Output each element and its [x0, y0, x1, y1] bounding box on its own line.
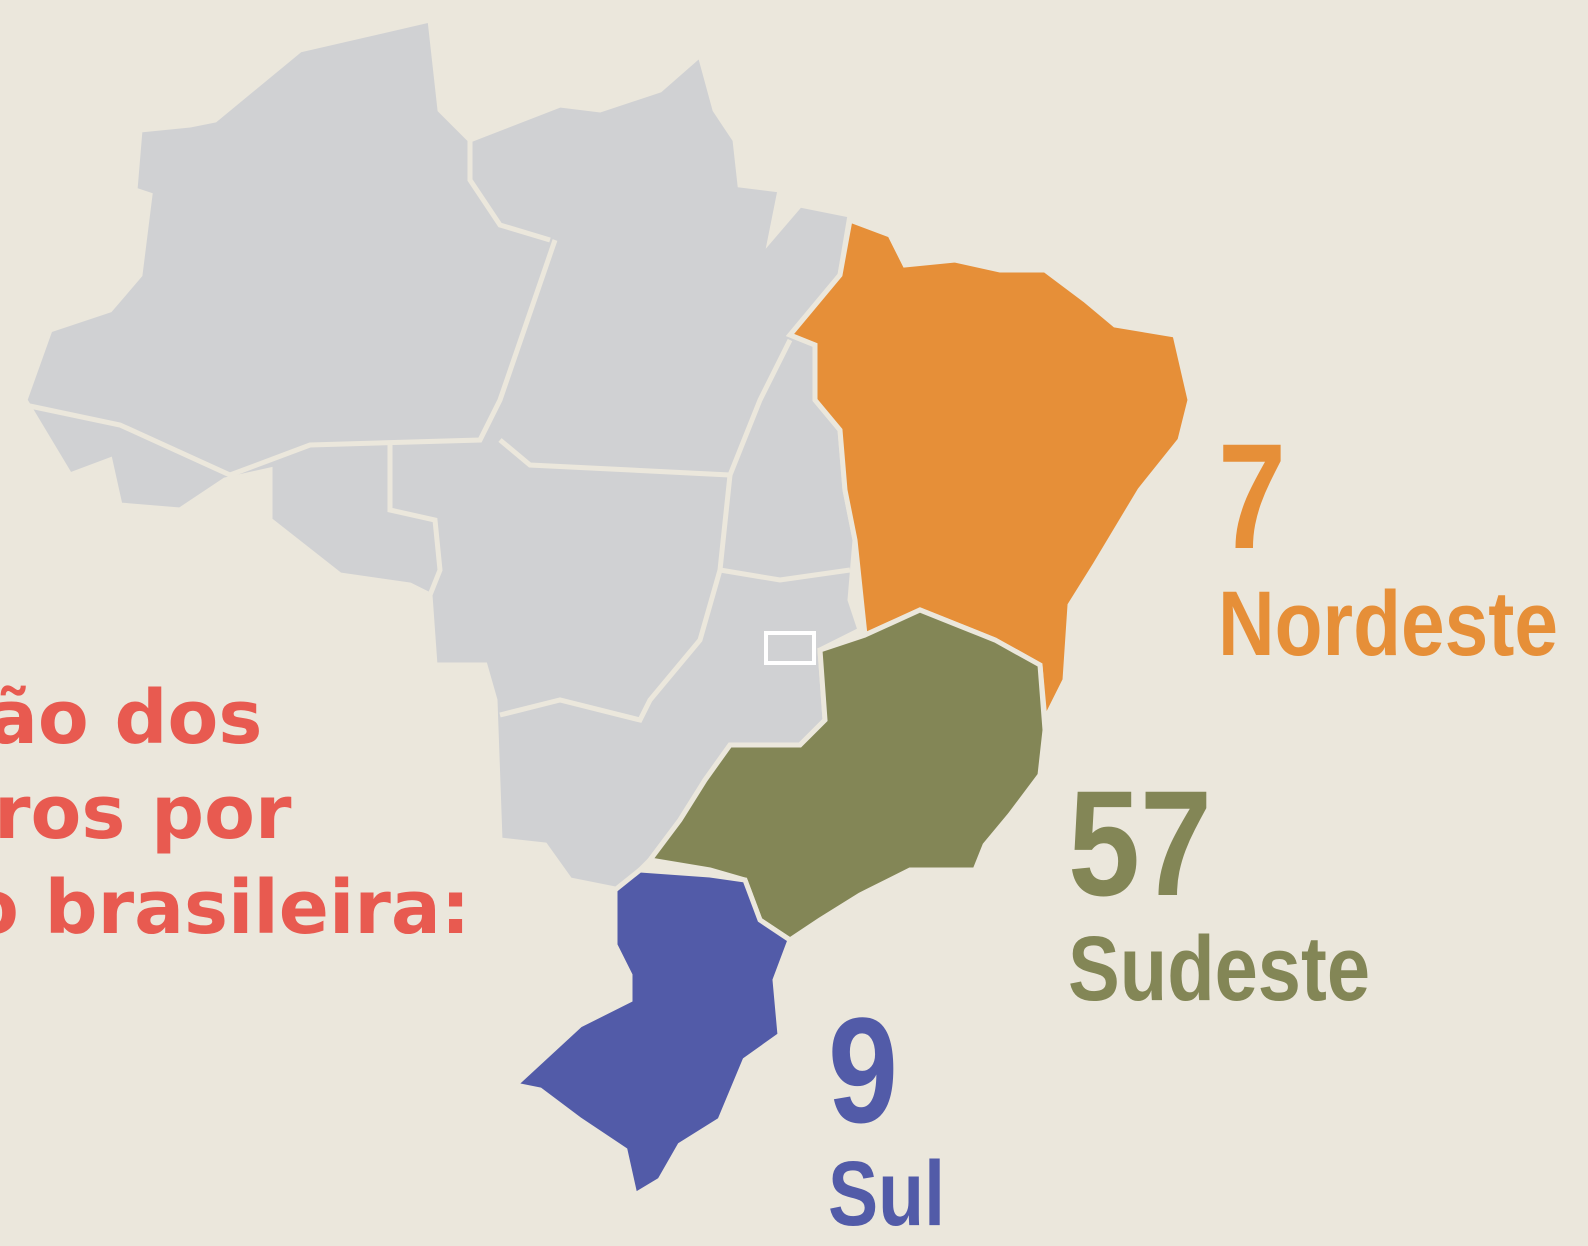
federal-district: [764, 631, 816, 665]
title-line: ros por: [0, 770, 292, 856]
title-line: o brasileira:: [0, 865, 470, 951]
region-value: 57: [1068, 759, 1212, 927]
region-shape: [645, 607, 1048, 944]
region-name: Nordeste: [1218, 573, 1558, 675]
region-name: Sul: [828, 1143, 945, 1245]
state-border: [24, 239, 558, 478]
state-border: [719, 567, 851, 583]
region-shape: [509, 867, 794, 1199]
state-border: [387, 445, 443, 596]
region-value: 7: [1218, 412, 1286, 580]
title-line: ão dos: [0, 675, 262, 761]
state-border: [467, 140, 551, 243]
region-value: 9: [828, 986, 898, 1154]
region-shape: [785, 216, 1193, 729]
region-name: Sudeste: [1068, 918, 1370, 1020]
